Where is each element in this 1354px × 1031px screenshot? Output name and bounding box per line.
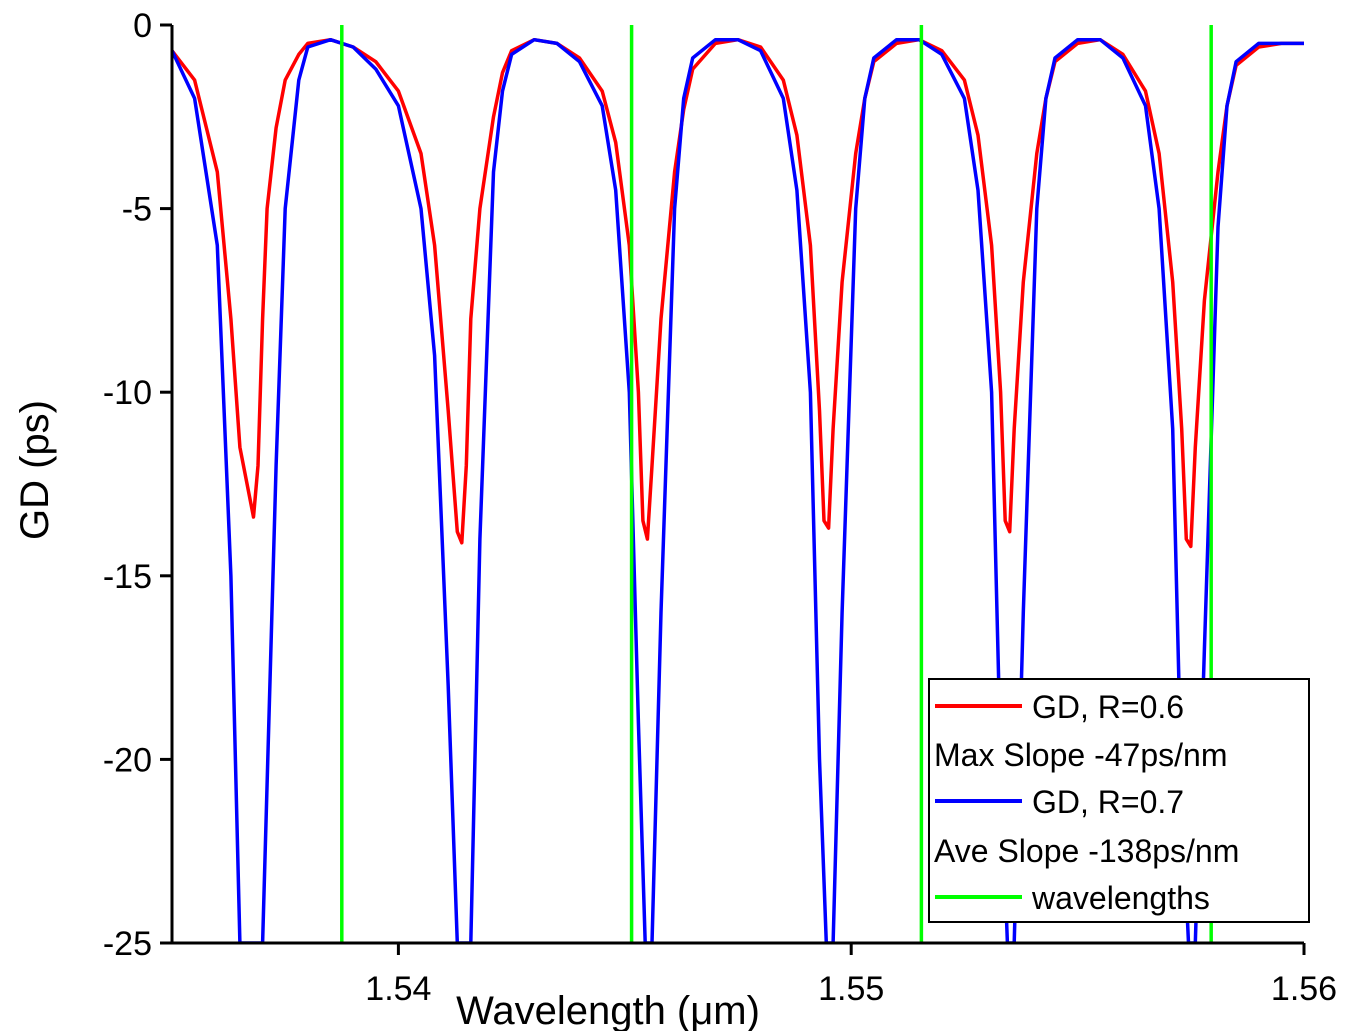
ticks-layer: 1.54 1.55 1.56 0 -5 -10 -15 -20 -25 <box>103 7 1337 1008</box>
series-line-r07 <box>172 37 1304 943</box>
legend-label-r06: GD, R=0.6 <box>1032 689 1184 725</box>
y-tick-label: -25 <box>103 925 152 963</box>
legend-ave-slope: Ave Slope -138ps/nm <box>934 833 1239 869</box>
y-tick-label: 0 <box>133 7 152 45</box>
y-tick-label: -20 <box>103 741 152 779</box>
legend: GD, R=0.6 Max Slope -47ps/nm GD, R=0.7 A… <box>928 678 1310 923</box>
y-axis-title: GD (ps) <box>13 400 57 540</box>
legend-label-r07: GD, R=0.7 <box>1032 784 1184 820</box>
x-tick-label: 1.56 <box>1271 970 1337 1008</box>
y-tick-label: -15 <box>103 558 152 596</box>
legend-max-slope: Max Slope -47ps/nm <box>934 737 1227 773</box>
legend-label-wavelengths: wavelengths <box>1031 880 1210 916</box>
x-axis-title: Wavelength (μm) <box>456 989 760 1031</box>
series-layer <box>172 25 1304 943</box>
y-tick-label: -5 <box>122 191 152 229</box>
x-tick-label: 1.55 <box>818 970 884 1008</box>
x-tick-label: 1.54 <box>365 970 431 1008</box>
y-tick-label: -10 <box>103 374 152 412</box>
